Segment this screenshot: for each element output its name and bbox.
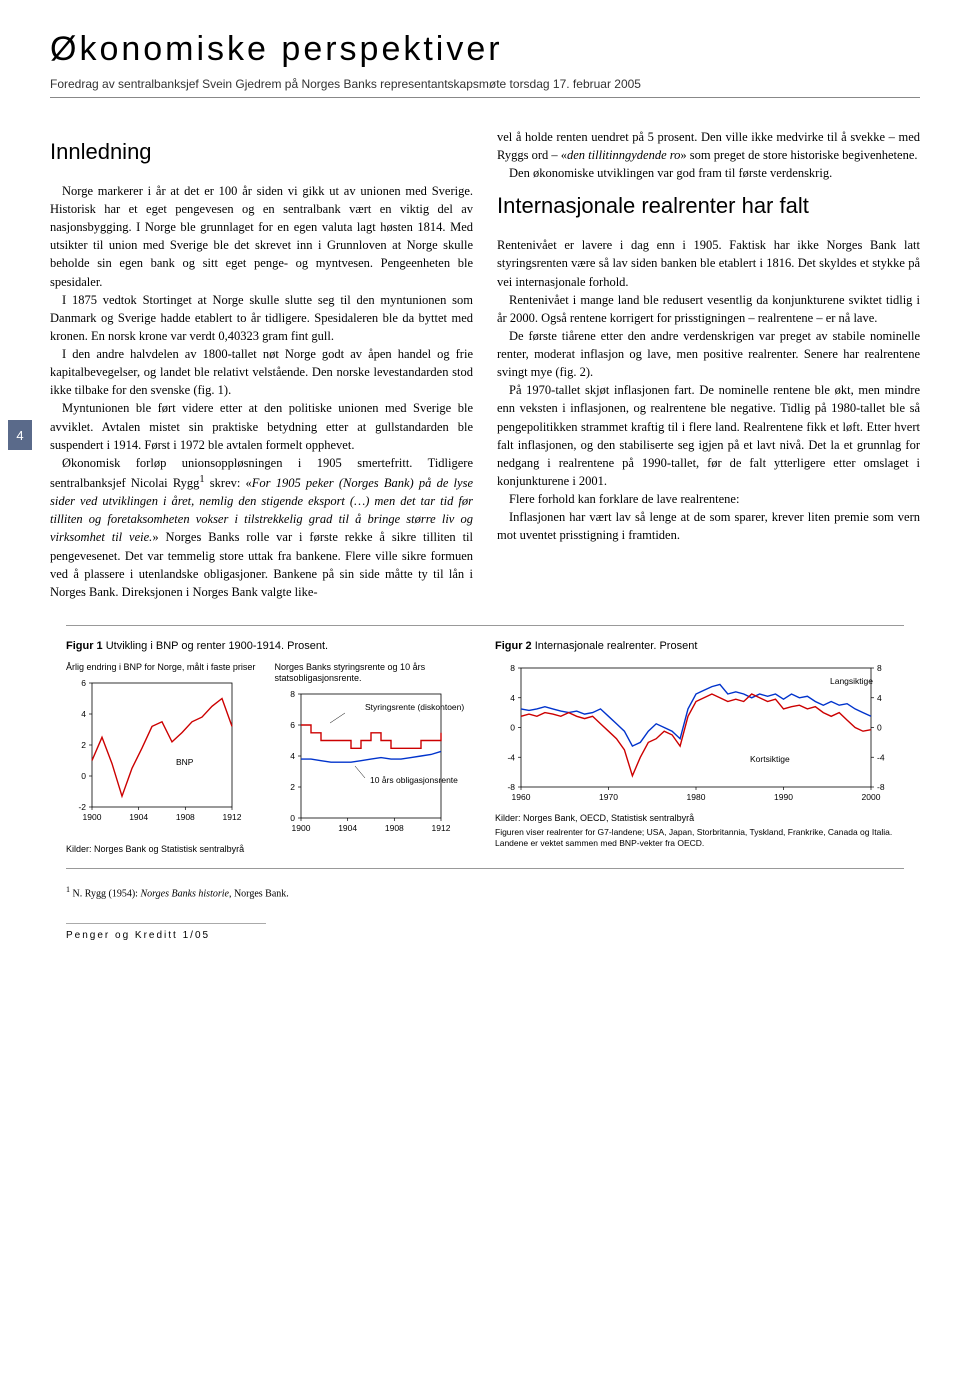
svg-text:-8: -8 <box>877 782 885 792</box>
fig1-title: Figur 1 Utvikling i BNP og renter 1900-1… <box>66 640 475 652</box>
para: I den andre halvdelen av 1800-tallet nøt… <box>50 345 473 399</box>
svg-text:0: 0 <box>510 722 515 732</box>
para: vel å holde renten uendret på 5 prosent.… <box>497 128 920 164</box>
fig1-left-label: Årlig endring i BNP for Norge, målt i fa… <box>66 662 267 673</box>
fig2-note: Figuren viser realrenter for G7-landene;… <box>495 827 904 849</box>
fig1-right-chart: 0 2 4 6 8 1900 1904 1908 1912 Styringsrente (disk… <box>275 688 465 838</box>
svg-text:Kortsiktige: Kortsiktige <box>750 754 790 764</box>
fig1-right-label: Norges Banks styringsrente og 10 års sta… <box>275 662 476 684</box>
svg-text:0: 0 <box>877 722 882 732</box>
para: Økonomisk forløp unionsoppløsningen i 19… <box>50 454 473 601</box>
svg-text:-4: -4 <box>507 752 515 762</box>
page-footer: Penger og Kreditt 1/05 <box>66 923 266 941</box>
right-column: vel å holde renten uendret på 5 prosent.… <box>497 128 920 601</box>
svg-text:4: 4 <box>81 709 86 719</box>
page-title: Økonomiske perspektiver <box>50 30 920 69</box>
para: Den økonomiske utviklingen var god fram … <box>497 164 920 182</box>
para: I 1875 vedtok Stortinget at Norge skulle… <box>50 291 473 345</box>
svg-text:1960: 1960 <box>512 792 531 802</box>
svg-text:-2: -2 <box>78 802 86 812</box>
svg-text:8: 8 <box>290 689 295 699</box>
figure-2: Figur 2 Internasjonale realrenter. Prose… <box>495 640 904 854</box>
svg-text:8: 8 <box>877 663 882 673</box>
svg-text:1990: 1990 <box>774 792 793 802</box>
svg-text:2: 2 <box>290 782 295 792</box>
para: Myntunionen ble ført videre etter at den… <box>50 399 473 453</box>
svg-text:1912: 1912 <box>431 823 450 833</box>
svg-text:8: 8 <box>510 663 515 673</box>
para: Flere forhold kan forklare de lave realr… <box>497 490 920 508</box>
svg-text:4: 4 <box>290 751 295 761</box>
section-title-innledning: Innledning <box>50 136 473 168</box>
svg-text:BNP: BNP <box>176 757 194 767</box>
svg-text:1904: 1904 <box>129 812 148 822</box>
para: Rentenivået er lavere i dag enn i 1905. … <box>497 236 920 290</box>
body-columns: Innledning Norge markerer i år at det er… <box>50 128 920 601</box>
figures-row: Figur 1 Utvikling i BNP og renter 1900-1… <box>66 625 904 869</box>
svg-text:1980: 1980 <box>687 792 706 802</box>
svg-text:2000: 2000 <box>862 792 881 802</box>
fig2-title: Figur 2 Internasjonale realrenter. Prose… <box>495 640 904 652</box>
title-divider <box>50 97 920 98</box>
svg-text:10 års obligasjonsrente: 10 års obligasjonsrente <box>370 775 458 785</box>
footnote: 1 N. Rygg (1954): Norges Banks historie,… <box>66 885 904 899</box>
para: Rentenivået i mange land ble redusert ve… <box>497 291 920 327</box>
svg-text:1912: 1912 <box>223 812 242 822</box>
para: De første tiårene etter den andre verden… <box>497 327 920 381</box>
svg-text:4: 4 <box>877 693 882 703</box>
svg-text:4: 4 <box>510 693 515 703</box>
svg-text:Langsiktige: Langsiktige <box>830 676 873 686</box>
para: På 1970-tallet skjøt inflasjonen fart. D… <box>497 381 920 490</box>
para: Inflasjonen har vært lav så lenge at de … <box>497 508 920 544</box>
svg-text:1908: 1908 <box>384 823 403 833</box>
fig2-source: Kilder: Norges Bank, OECD, Statistisk se… <box>495 813 904 823</box>
svg-text:2: 2 <box>81 740 86 750</box>
svg-text:6: 6 <box>81 678 86 688</box>
svg-text:0: 0 <box>81 771 86 781</box>
svg-text:1908: 1908 <box>176 812 195 822</box>
svg-text:0: 0 <box>290 813 295 823</box>
left-column: Innledning Norge markerer i år at det er… <box>50 128 473 601</box>
svg-text:-4: -4 <box>877 752 885 762</box>
para: Norge markerer i år at det er 100 år sid… <box>50 182 473 291</box>
fig2-chart: -8 -8 -4 -4 0 0 4 4 8 8 1960 1970 1980 1990 2000 Langsi… <box>495 662 895 807</box>
svg-text:6: 6 <box>290 720 295 730</box>
page-number-badge: 4 <box>8 420 32 450</box>
svg-text:1900: 1900 <box>83 812 102 822</box>
fig1-left-chart: -2 0 2 4 6 1900 1904 1908 1912 BNP <box>66 677 256 827</box>
subtitle: Foredrag av sentralbanksjef Svein Gjedre… <box>50 77 920 91</box>
svg-text:Styringsrente (diskontoen): Styringsrente (diskontoen) <box>365 702 464 712</box>
svg-text:-8: -8 <box>507 782 515 792</box>
figure-1: Figur 1 Utvikling i BNP og renter 1900-1… <box>66 640 475 854</box>
svg-text:1904: 1904 <box>338 823 357 833</box>
svg-text:1900: 1900 <box>291 823 310 833</box>
section-title-realrenter: Internasjonale realrenter har falt <box>497 190 920 222</box>
svg-text:1970: 1970 <box>599 792 618 802</box>
fig1-source: Kilder: Norges Bank og Statistisk sentra… <box>66 844 475 854</box>
